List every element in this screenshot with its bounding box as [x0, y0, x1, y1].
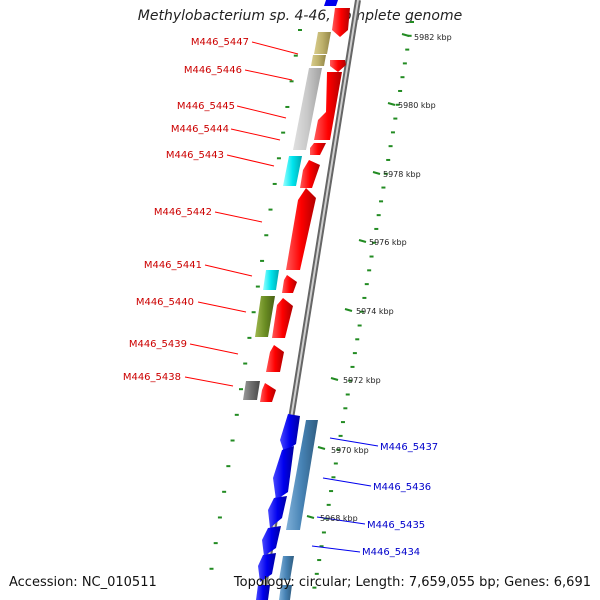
map-title: Methylobacterium sp. 4-46, complete geno… — [137, 8, 463, 24]
gene-label: M446_5440 — [136, 297, 194, 308]
leader-line — [316, 516, 366, 525]
forward-gene-arrow — [314, 72, 342, 140]
leader-line — [214, 211, 263, 223]
major-tick — [306, 515, 315, 519]
reverse-rna-feature — [279, 585, 292, 600]
feature-block — [243, 381, 260, 400]
gene-label: M446_5434 — [362, 547, 420, 558]
feature-block — [255, 296, 275, 337]
reverse-strand-features — [256, 414, 318, 600]
reverse-rna-feature — [279, 556, 294, 580]
leader-line — [226, 154, 275, 167]
forward-gene-arrow — [310, 143, 326, 155]
gene-label: M446_5437 — [380, 442, 438, 453]
feature-block — [263, 270, 279, 290]
major-tick — [317, 446, 326, 450]
gene-label: M446_5438 — [123, 372, 181, 383]
major-tick — [401, 33, 410, 37]
forward-gene-arrow — [272, 298, 293, 338]
leader-line — [204, 264, 253, 277]
major-tick — [330, 377, 339, 381]
gene-label: M446_5442 — [154, 207, 212, 218]
forward-gene-arrow — [332, 8, 350, 37]
forward-gene-arrow — [260, 383, 276, 402]
reverse-rna-feature — [286, 420, 318, 530]
scale-label: 5978 kbp — [383, 170, 421, 179]
gene-label: M446_5435 — [367, 520, 425, 531]
leader-line — [244, 69, 293, 81]
leader-line — [311, 545, 361, 553]
leader-line — [197, 301, 247, 313]
leader-line — [230, 128, 281, 141]
label-leader-lines — [184, 41, 379, 553]
scale-label: 5980 kbp — [398, 101, 436, 110]
gene-label: M446_5443 — [166, 150, 224, 161]
reverse-gene-labels: M446_5437 M446_5436 M446_5435 M446_5434 — [362, 442, 438, 558]
leader-line — [184, 376, 234, 387]
scale-label: 5974 kbp — [356, 307, 394, 316]
scale-labels: 5982 kbp 5980 kbp 5978 kbp 5976 kbp 5974… — [320, 33, 452, 523]
gene-label: M446_5439 — [129, 339, 187, 350]
gene-label: M446_5446 — [184, 65, 242, 76]
gene-label: M446_5441 — [144, 260, 202, 271]
major-tick — [358, 239, 367, 243]
leader-line — [329, 437, 379, 447]
reverse-gene-arrow — [268, 496, 287, 528]
forward-gene-arrow — [282, 275, 297, 293]
forward-gene-arrow — [286, 188, 316, 270]
gene-label: M446_5445 — [177, 101, 235, 112]
gene-label: M446_5444 — [171, 124, 229, 135]
major-tick — [372, 171, 381, 175]
forward-strand-features — [260, 8, 350, 402]
scale-label: 5976 kbp — [369, 238, 407, 247]
feature-block — [293, 68, 322, 150]
scale-tick-track — [312, 21, 414, 589]
reverse-gene-arrow — [258, 553, 276, 582]
feature-block — [283, 156, 302, 186]
forward-gene-arrow — [300, 160, 320, 188]
reverse-gene-arrow — [273, 446, 294, 500]
reverse-gene-arrow — [280, 414, 300, 452]
forward-gene-labels: M446_5447 M446_5446 M446_5445 M446_5444 … — [123, 37, 249, 383]
scale-label: 5982 kbp — [414, 33, 452, 42]
feature-block — [311, 55, 326, 66]
major-tick — [387, 102, 396, 106]
leader-line — [322, 477, 372, 487]
feature-block — [314, 32, 331, 54]
inner-track-guide — [209, 29, 302, 570]
scale-label: 5972 kbp — [343, 376, 381, 385]
forward-rna-features — [243, 0, 338, 400]
scale-label: 5968 kbp — [320, 514, 358, 523]
reverse-gene-arrow — [262, 526, 281, 556]
leader-line — [251, 41, 299, 55]
genome-summary: Topology: circular; Length: 7,659,055 bp… — [233, 575, 591, 590]
major-tick — [344, 308, 353, 312]
reverse-gene-arrow — [256, 585, 270, 600]
leader-line — [236, 105, 287, 119]
forward-gene-arrow — [330, 60, 346, 72]
accession-label: Accession: NC_010511 — [9, 575, 157, 590]
leader-line — [189, 343, 239, 355]
gene-label: M446_5436 — [373, 482, 431, 493]
scale-major-ticks — [306, 33, 410, 519]
gene-label: M446_5447 — [191, 37, 249, 48]
feature-block — [324, 0, 338, 6]
scale-label: 5970 kbp — [331, 446, 369, 455]
forward-gene-arrow — [266, 345, 284, 372]
